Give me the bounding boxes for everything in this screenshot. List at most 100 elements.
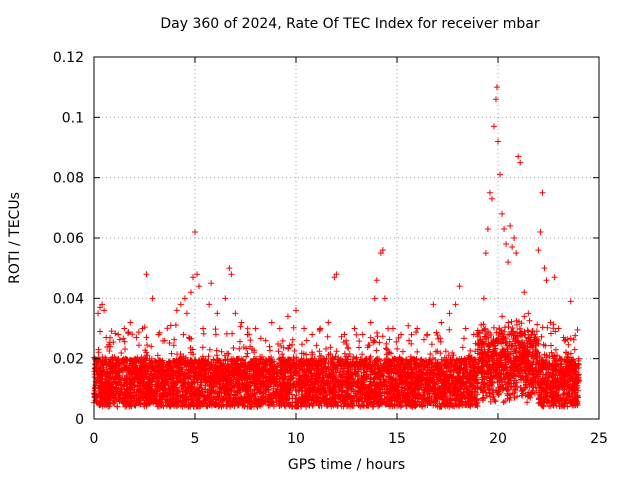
data-point [505, 259, 512, 266]
axis-ticks: 0 5 10 15 20 25 0 0.02 0.04 0.06 0.08 0.1 0.12 [53, 50, 608, 447]
data-point [531, 331, 538, 338]
chart-title: Day 360 of 2024, Rate Of TEC Index for r… [160, 16, 540, 32]
data-point [575, 355, 582, 362]
data-point [244, 331, 251, 338]
data-point [438, 319, 445, 326]
data-point [200, 325, 207, 332]
data-point [196, 283, 203, 290]
x-tick-label: 0 [90, 431, 99, 447]
data-point [497, 171, 504, 178]
data-point [276, 325, 283, 332]
data-point [490, 123, 497, 130]
data-point [333, 271, 340, 278]
data-point [214, 310, 221, 317]
noise-band-markers [91, 313, 582, 410]
data-point [293, 307, 299, 314]
data-point [367, 319, 374, 326]
data-point [389, 325, 396, 332]
data-point [424, 331, 431, 338]
data-point [143, 271, 150, 278]
data-point [456, 283, 463, 290]
data-point [121, 325, 128, 332]
data-point [99, 301, 106, 308]
data-point [515, 153, 522, 160]
data-point [482, 250, 489, 257]
y-tick-label: 0.04 [53, 291, 84, 307]
data-point [155, 331, 162, 338]
data-point [208, 280, 215, 287]
data-point [555, 325, 562, 332]
data-point [95, 310, 102, 317]
data-point [222, 295, 229, 302]
data-point [535, 247, 542, 254]
data-point [398, 331, 405, 338]
data-point [373, 277, 380, 284]
x-tick-label: 20 [489, 431, 507, 447]
data-point [488, 195, 495, 202]
data-point [97, 304, 104, 311]
data-point [495, 138, 501, 145]
noise-band [91, 313, 582, 410]
data-point [301, 325, 308, 332]
data-point [503, 241, 510, 248]
data-point [507, 222, 514, 229]
data-point [541, 265, 548, 272]
data-point [268, 319, 275, 326]
data-point [173, 307, 180, 314]
data-point [414, 325, 421, 332]
data-point [446, 310, 453, 317]
data-point [133, 334, 140, 341]
data-point [493, 84, 500, 91]
data-point [183, 310, 190, 317]
data-point [371, 295, 378, 302]
data-point [517, 159, 524, 166]
data-point [309, 331, 316, 338]
data-point [571, 346, 578, 353]
y-tick-label: 0.1 [62, 110, 84, 126]
data-point [317, 325, 324, 332]
x-tick-label: 10 [287, 431, 305, 447]
data-point [325, 319, 332, 326]
data-point [107, 343, 114, 350]
data-point [103, 334, 110, 341]
data-point [97, 328, 104, 335]
y-tick-label: 0.12 [53, 50, 84, 66]
data-point [177, 301, 184, 308]
y-tick-label: 0.08 [53, 171, 84, 187]
data-point [551, 274, 558, 281]
data-point [206, 301, 213, 308]
data-point [262, 337, 269, 344]
data-point [525, 310, 532, 317]
data-point [359, 331, 366, 338]
data-point [127, 319, 134, 326]
data-point [476, 337, 483, 344]
data-point [537, 228, 544, 235]
data-point [484, 225, 491, 232]
x-axis-label: GPS time / hours [287, 457, 406, 473]
data-point [501, 225, 508, 232]
data-point [406, 337, 413, 344]
data-point [161, 337, 168, 344]
y-tick-label: 0.06 [53, 231, 84, 247]
data-point [379, 247, 386, 254]
data-point [547, 319, 554, 326]
data-point [509, 244, 516, 251]
data-point [252, 325, 259, 332]
data-point [486, 189, 493, 196]
x-tick-label: 5 [191, 431, 200, 447]
data-point [189, 274, 196, 281]
data-point [331, 274, 338, 281]
data-point [470, 331, 477, 338]
data-points [95, 84, 582, 362]
data-point [238, 319, 245, 326]
data-point [341, 331, 348, 338]
data-point [194, 271, 201, 278]
data-point [181, 295, 188, 302]
data-point [167, 322, 174, 329]
data-point [452, 301, 459, 308]
data-point [377, 250, 384, 257]
data-point [115, 331, 122, 338]
data-point [521, 289, 528, 296]
data-point [513, 250, 520, 257]
